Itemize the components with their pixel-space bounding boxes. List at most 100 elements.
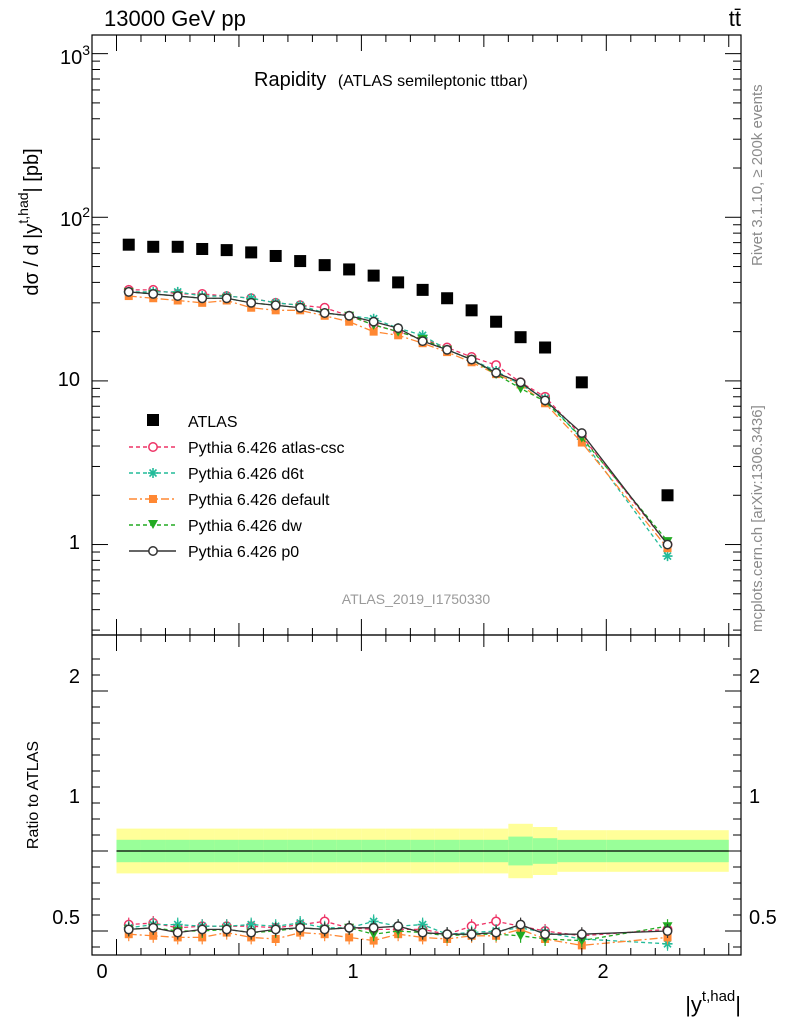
ratio-point-pythia-6-426-p0: [417, 927, 428, 938]
ratio-point-pythia-6-426-p0: [319, 924, 330, 935]
ratio-point-pythia-6-426-p0: [515, 919, 526, 930]
atlas-data-point: [343, 263, 356, 276]
main-point-pythia-6-426-dw: [515, 384, 526, 394]
rivet-label: Rivet 3.1.10, ≥ 200k events: [749, 84, 766, 266]
atlas-data-point: [575, 376, 588, 389]
main-point-pythia-6-426-d6t: [662, 551, 673, 562]
atlas-data-point: [196, 242, 209, 255]
atlas-data-point: [465, 304, 478, 317]
ytick-label-1000: 103: [60, 42, 90, 69]
atlas-data-point: [122, 238, 135, 251]
legend-label-p0: Pythia 6.426 p0: [188, 544, 299, 561]
ratio-point-pythia-6-426-p0: [295, 922, 306, 933]
legend: ATLAS Pythia 6.426 atlas-csc Pythia 6.42…: [129, 414, 345, 561]
atlas-data-point: [171, 240, 184, 253]
ratio-axes: [92, 635, 741, 955]
ratio-point-pythia-6-426-p0: [221, 924, 232, 935]
main-point-pythia-6-426-p0: [319, 308, 330, 318]
analysis-id: ATLAS_2019_I1750330: [342, 591, 491, 607]
atlas-data-point: [514, 331, 527, 344]
energy-label: 13000 GeV pp: [104, 6, 246, 31]
legend-label-default: Pythia 6.426 default: [188, 492, 330, 509]
atlas-data-point: [269, 249, 282, 262]
xtick-label-1: 1: [347, 961, 358, 983]
main-point-pythia-6-426-p0: [246, 297, 257, 308]
ratio-ytick-label-right-1: 1: [749, 786, 760, 808]
atlas-data-point: [392, 276, 405, 289]
atlas-data-point: [220, 244, 233, 257]
ratio-point-pythia-6-426-p0: [540, 929, 551, 940]
plot-title-main: Rapidity: [254, 69, 326, 91]
ratio-ytick-label-1: 1: [69, 786, 80, 808]
ratio-ytick-label-0.5: 0.5: [52, 907, 80, 929]
main-point-pythia-6-426-p0: [368, 316, 379, 327]
main-point-pythia-6-426-p0: [417, 336, 428, 347]
atlas-data-point: [294, 255, 307, 268]
x-axis-label: |yt,had|: [685, 988, 741, 1017]
ratio-point-pythia-6-426-default: [345, 933, 354, 942]
ytick-label-100: 102: [60, 204, 90, 231]
main-point-pythia-6-426-default: [345, 317, 354, 326]
ratio-point-pythia-6-426-p0: [393, 921, 404, 932]
ratio-point-pythia-6-426-p0: [270, 924, 281, 935]
ratio-point-pythia-6-426-d6t: [246, 919, 257, 930]
ratio-data-layer: [123, 914, 673, 953]
main-point-pythia-6-426-p0: [172, 291, 183, 302]
atlas-data-point: [318, 259, 331, 272]
main-point-pythia-6-426-default: [369, 327, 378, 336]
main-point-pythia-6-426-p0: [197, 293, 208, 304]
main-point-pythia-6-426-p0: [662, 539, 673, 550]
ratio-ytick-label-2: 2: [69, 666, 80, 688]
main-plot-panel: Rapidity (ATLAS semileptonic ttbar) 103 …: [15, 34, 742, 636]
ratio-point-pythia-6-426-dw: [515, 931, 526, 941]
ratio-point-pythia-6-426-p0: [662, 926, 673, 936]
plot-title: Rapidity (ATLAS semileptonic ttbar): [254, 69, 528, 91]
ratio-point-pythia-6-426-p0: [466, 929, 477, 940]
ratio-y-axis-label: Ratio to ATLAS: [25, 741, 42, 849]
ratio-point-pythia-6-426-p0: [172, 927, 183, 938]
main-point-pythia-6-426-p0: [295, 302, 306, 313]
main-point-pythia-6-426-p0: [491, 367, 502, 378]
xtick-label-2: 2: [597, 961, 608, 983]
atlas-data-point: [539, 341, 552, 354]
ratio-plot-panel: 2 1 0.5 2 1 0.5 Ratio to ATLAS 0 1 2 |yt…: [25, 634, 777, 1017]
main-point-pythia-6-426-p0: [393, 323, 404, 334]
ratio-point-pythia-6-426-p0: [576, 929, 587, 940]
atlas-data-point: [147, 240, 160, 253]
ratio-point-pythia-6-426-p0: [148, 922, 159, 933]
legend-label-d6t: Pythia 6.426 d6t: [188, 466, 304, 483]
ytick-label-1: 1: [69, 532, 80, 554]
main-point-pythia-6-426-p0: [540, 395, 551, 406]
ratio-point-pythia-6-426-p0: [491, 927, 502, 938]
legend-label-atlas-csc: Pythia 6.426 atlas-csc: [188, 440, 345, 457]
atlas-data-point: [367, 269, 380, 282]
xtick-label-0: 0: [96, 961, 107, 983]
legend-label-atlas: ATLAS: [188, 414, 238, 431]
legend-marker-default: [149, 495, 157, 503]
legend-marker-dw: [148, 520, 158, 529]
atlas-data-point: [661, 489, 674, 502]
legend-marker-p0: [148, 546, 158, 556]
atlas-data-point: [245, 246, 258, 259]
ratio-ytick-label-right-2: 2: [749, 666, 760, 688]
main-point-pythia-6-426-p0: [466, 354, 477, 365]
ytick-label-10: 10: [58, 369, 80, 391]
main-y-axis-label: dσ / d |yt,had| [pb]: [15, 148, 43, 295]
main-point-pythia-6-426-p0: [344, 310, 355, 321]
atlas-data-point: [441, 292, 454, 305]
ratio-point-pythia-6-426-p0: [442, 929, 453, 940]
main-point-pythia-6-426-default: [271, 306, 280, 315]
ratio-point-pythia-6-426-p0: [368, 922, 379, 933]
main-point-pythia-6-426-p0: [270, 300, 281, 311]
atlas-data-point: [490, 315, 503, 328]
ratio-point-pythia-6-426-p0: [344, 922, 355, 933]
process-label: tt̄: [729, 6, 741, 31]
legend-marker-atlas: [147, 414, 159, 426]
main-point-pythia-6-426-p0: [123, 286, 134, 297]
ratio-point-pythia-6-426-p0: [246, 927, 257, 938]
ratio-point-pythia-6-426-default: [271, 935, 280, 943]
ratio-point-pythia-6-426-p0: [197, 924, 208, 935]
atlas-data-point: [416, 283, 429, 296]
ratio-uncertainty-bands: [116, 823, 729, 879]
